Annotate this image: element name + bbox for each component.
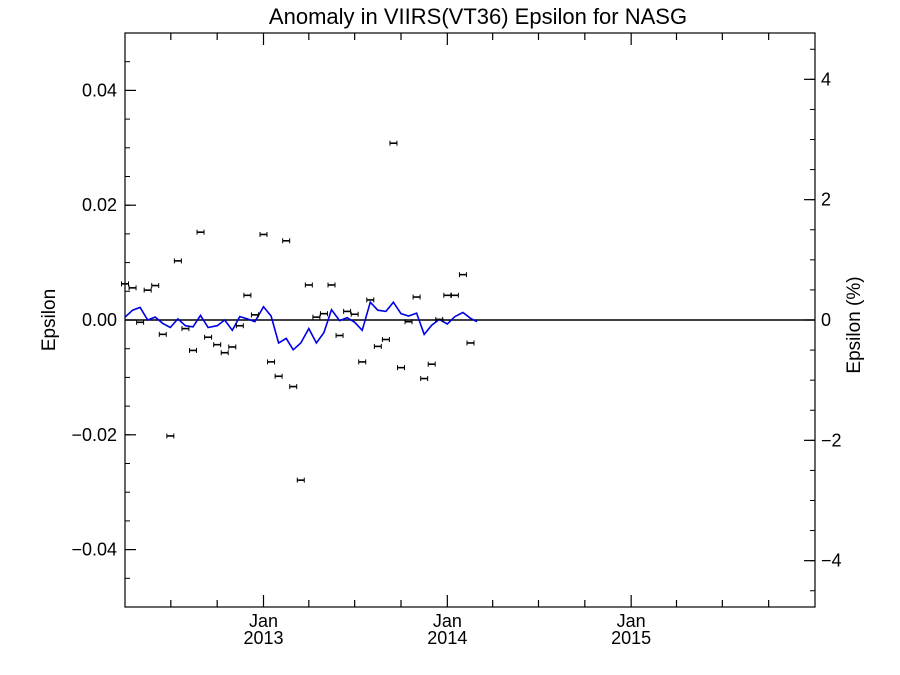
data-point xyxy=(181,326,190,332)
data-point xyxy=(358,359,367,365)
data-point xyxy=(204,334,213,340)
y2-tick-label: −2 xyxy=(821,430,842,450)
anomaly-line xyxy=(124,300,478,352)
data-point xyxy=(389,140,398,146)
x-tick-label: Jan xyxy=(433,611,462,631)
chart-title: Anomaly in VIIRS(VT36) Epsilon for NASG xyxy=(269,4,687,29)
data-point xyxy=(397,365,405,371)
axis-ticks: −0.04−0.020.000.020.04−4−2024Jan2013Jan2… xyxy=(71,32,842,648)
data-point xyxy=(412,294,421,300)
y-tick-label: −0.04 xyxy=(71,540,117,560)
data-point xyxy=(319,311,328,317)
data-point xyxy=(427,361,436,367)
y-axis-label: Epsilon xyxy=(39,289,60,351)
data-point xyxy=(289,384,298,390)
y-tick-label: 0.04 xyxy=(82,80,117,100)
data-point xyxy=(259,231,268,237)
data-point xyxy=(443,292,452,298)
data-point xyxy=(335,332,344,338)
data-point xyxy=(373,343,382,349)
data-point xyxy=(188,347,197,353)
y2-tick-label: 2 xyxy=(821,190,831,210)
data-point xyxy=(143,287,152,293)
data-points xyxy=(121,140,475,483)
data-point xyxy=(250,312,259,318)
data-point xyxy=(220,350,229,356)
data-point xyxy=(128,285,137,291)
x-tick-label: Jan xyxy=(249,611,278,631)
y-tick-label: −0.02 xyxy=(71,425,117,445)
data-point xyxy=(151,283,160,289)
y2-axis-label: Epsilon (%) xyxy=(844,276,865,373)
data-point xyxy=(158,331,167,337)
y-tick-label: 0.00 xyxy=(82,310,117,330)
data-point xyxy=(435,316,444,322)
data-point xyxy=(136,319,145,325)
data-point xyxy=(366,297,375,303)
data-point xyxy=(450,292,459,298)
data-point xyxy=(243,292,252,298)
data-point xyxy=(274,373,283,379)
data-point xyxy=(282,238,291,244)
y-tick-label: 0.02 xyxy=(82,195,117,215)
x-tick-year: 2015 xyxy=(611,628,651,648)
data-point xyxy=(458,272,467,278)
data-point xyxy=(420,376,429,382)
data-point xyxy=(228,344,237,350)
data-point xyxy=(343,308,352,314)
data-point xyxy=(267,359,276,365)
data-point xyxy=(173,258,182,264)
data-point xyxy=(196,229,205,235)
data-point xyxy=(213,342,222,348)
data-point xyxy=(327,282,336,288)
data-point xyxy=(235,323,244,329)
data-point xyxy=(312,314,321,320)
y2-tick-label: 0 xyxy=(821,310,831,330)
plot-axes xyxy=(124,32,816,608)
data-point xyxy=(466,340,475,346)
line-series xyxy=(124,300,478,352)
x-tick-label: Jan xyxy=(617,611,646,631)
data-point xyxy=(296,477,305,483)
x-tick-year: 2014 xyxy=(427,628,467,648)
data-point xyxy=(121,281,129,287)
x-tick-year: 2013 xyxy=(243,628,283,648)
data-point xyxy=(404,319,413,325)
data-point xyxy=(350,311,359,317)
data-point xyxy=(304,282,313,288)
y2-tick-label: 4 xyxy=(821,69,831,89)
data-point xyxy=(381,337,390,343)
y2-tick-label: −4 xyxy=(821,551,842,571)
data-point xyxy=(166,433,175,439)
